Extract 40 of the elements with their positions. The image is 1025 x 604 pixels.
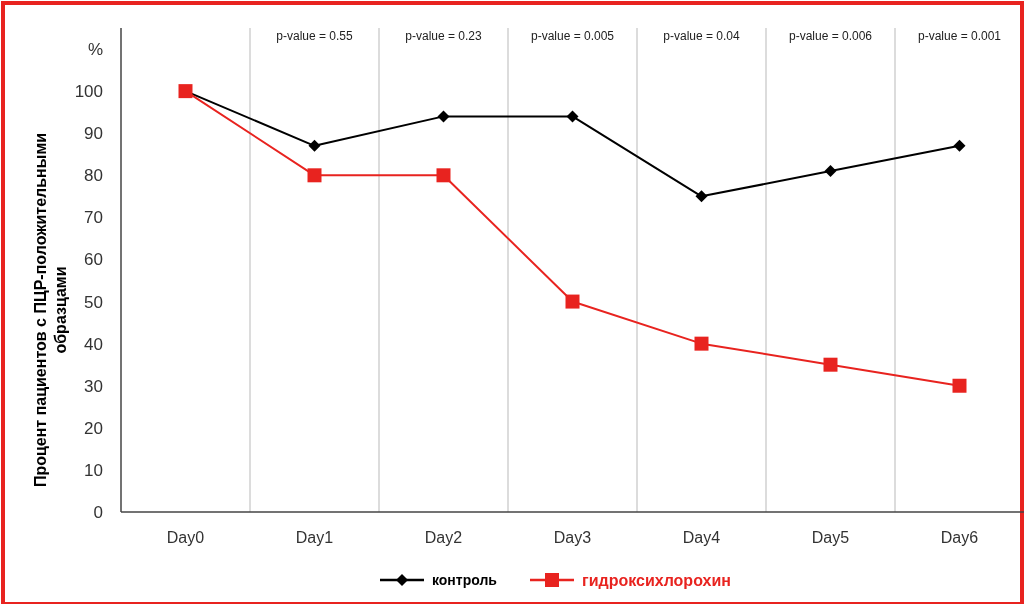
y-tick-label: 90	[84, 124, 103, 144]
point	[307, 168, 322, 183]
annotation: p-value = 0.006	[788, 29, 873, 43]
x-tick-label: Day2	[424, 529, 463, 546]
y-tick-label: %	[87, 39, 103, 59]
point	[565, 294, 580, 309]
point	[953, 139, 966, 152]
y-tick-label: 60	[84, 250, 103, 270]
x-tick-label: Day1	[295, 529, 334, 546]
x-tick-label: Day5	[811, 529, 850, 546]
x-tick-label: Day4	[682, 529, 721, 546]
annotation: p-value = 0.001	[917, 29, 1002, 43]
y-tick-label: 20	[84, 418, 103, 438]
y-tick-label: 50	[84, 292, 103, 312]
legend-label: гидроксихлорохин	[582, 571, 731, 589]
point	[694, 336, 709, 351]
point	[437, 110, 450, 123]
y-axis-title: Процент пациентов с ПЦР-положительными образцами	[32, 132, 69, 488]
annotation: p-value = 0.23	[405, 29, 483, 43]
point	[308, 139, 321, 152]
annotation: p-value = 0.04	[663, 29, 741, 43]
x-tick-label: Day3	[553, 529, 592, 546]
annotation: p-value = 0.005	[530, 29, 615, 43]
point	[823, 357, 838, 372]
point	[695, 190, 708, 203]
point	[566, 110, 579, 123]
y-tick-label: 30	[84, 376, 103, 396]
x-tick-label: Day0	[166, 529, 205, 546]
y-tick-label: 10	[84, 460, 103, 480]
y-tick-label: 0	[93, 502, 103, 522]
x-tick-label: Day6	[940, 529, 979, 546]
y-tick-label: 100	[74, 82, 103, 102]
y-tick-label: 80	[84, 166, 103, 186]
point	[436, 168, 451, 183]
annotation: p-value = 0.55	[276, 29, 354, 43]
y-tick-label: 70	[84, 208, 103, 228]
legend-label: контроль	[432, 571, 498, 588]
y-tick-label: 40	[84, 334, 103, 354]
point	[952, 378, 967, 393]
point	[824, 165, 837, 178]
